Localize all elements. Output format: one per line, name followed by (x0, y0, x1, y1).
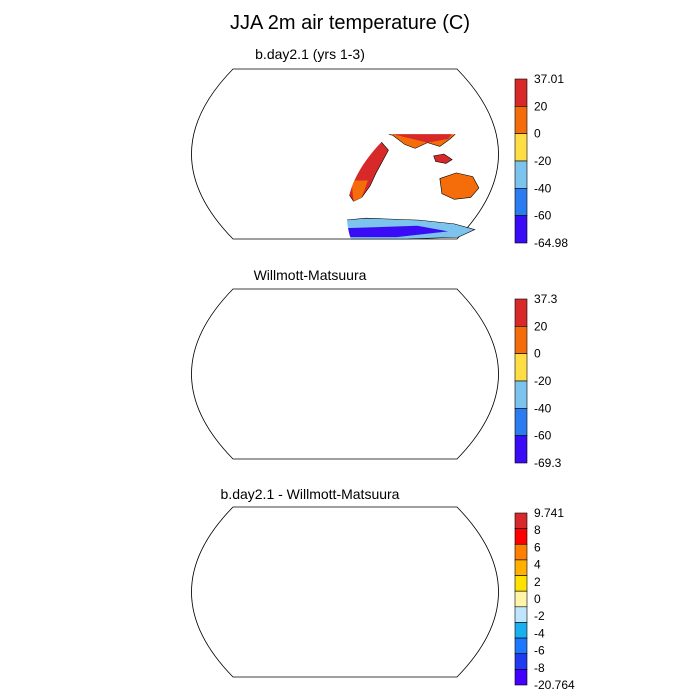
colorbar-tick-label: -40 (534, 401, 552, 415)
colorbar-swatch (514, 408, 528, 436)
colorbar-tick-label: 0 (534, 592, 541, 606)
colorbar-tick-label: -2 (534, 609, 545, 623)
colorbar-tick-label: -4 (534, 626, 545, 640)
colorbar-swatch (514, 435, 528, 464)
colorbar-obs: 37.3 20 0 -20 -40 -60 -69.3 (514, 292, 562, 470)
map-outline (191, 506, 499, 678)
colorbar-tick-label: -60 (534, 429, 552, 443)
colorbar-swatch (514, 380, 528, 409)
panel-title-obs: Willmott-Matsuura (253, 267, 367, 283)
colorbar-swatch (514, 215, 528, 244)
figure-title: JJA 2m air temperature (C) (229, 12, 471, 34)
map-panel-model (191, 68, 499, 240)
colorbar-swatch (514, 160, 528, 189)
colorbar-swatch (514, 298, 528, 327)
colorbar-model: 37.01 20 0 -20 -40 -60 -64.98 (514, 72, 568, 250)
colorbar-tick-label: 0 (534, 347, 541, 361)
map-panel-diff (191, 506, 499, 678)
colorbar-tick-label: -20 (534, 154, 552, 168)
colorbar-diff: 9.741 8 6 4 2 0 -2 -4 -6 -8 -20.764 (514, 506, 575, 692)
colorbar-tick-label: 8 (534, 523, 541, 537)
colorbar-swatch (514, 669, 528, 686)
colorbar-tick-label: 37.3 (534, 292, 558, 306)
colorbar-swatch (514, 188, 528, 216)
colorbar-tick-label: -60 (534, 209, 552, 223)
colorbar-tick-label: 20 (534, 99, 548, 113)
panel-title-model: b.day2.1 (yrs 1-3) (255, 46, 365, 62)
colorbar-swatch (514, 622, 528, 639)
colorbar-tick-label: -20 (534, 374, 552, 388)
colorbar-tick-label: 6 (534, 540, 541, 554)
map-outline (191, 288, 499, 460)
colorbar-swatch (514, 78, 528, 107)
colorbar-swatch (514, 590, 528, 608)
land-temperature-field (346, 134, 494, 240)
colorbar-tick-label: -64.98 (534, 236, 568, 250)
colorbar-tick-label: 0 (534, 127, 541, 141)
colorbar-swatch (514, 326, 528, 354)
colorbar-swatch (514, 606, 528, 623)
colorbar-swatch (514, 106, 528, 134)
colorbar-tick-label: 9.741 (534, 506, 564, 520)
colorbar-tick-label: 2 (534, 575, 541, 589)
map-outline (191, 68, 499, 240)
map-panel-obs (191, 288, 499, 460)
colorbar-tick-label: -69.3 (534, 456, 562, 470)
colorbar-tick-label: 4 (534, 558, 541, 572)
colorbar-tick-label: -40 (534, 181, 552, 195)
colorbar-swatch (514, 653, 528, 670)
colorbar-swatch (514, 133, 528, 162)
colorbar-tick-label: -8 (534, 661, 545, 675)
colorbar-tick-label: -6 (534, 644, 545, 658)
colorbar-tick-label: -20.764 (534, 678, 575, 692)
colorbar-swatch (514, 637, 528, 655)
colorbar-tick-label: 37.01 (534, 72, 564, 86)
colorbar-swatch (514, 543, 528, 561)
panel-title-diff: b.day2.1 - Willmott-Matsuura (220, 486, 400, 502)
colorbar-swatch (514, 512, 528, 529)
colorbar-swatch (514, 575, 528, 592)
colorbar-swatch (514, 559, 528, 576)
colorbar-swatch (514, 353, 528, 382)
colorbar-swatch (514, 528, 528, 545)
colorbar-tick-label: 20 (534, 319, 548, 333)
